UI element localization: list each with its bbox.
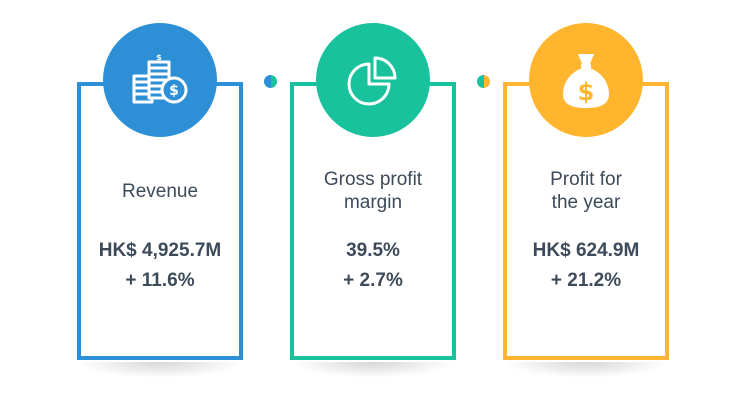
profit-icon-circle: $ (529, 23, 643, 137)
profit-label-line1: Profit for (550, 169, 622, 190)
gross-margin-card-shadow (290, 362, 456, 378)
revenue-icon-circle: $ $ (103, 23, 217, 137)
revenue-label-line1: Revenue (121, 181, 199, 202)
connector-dot-2 (477, 75, 490, 88)
profit-label-line2: the year (551, 192, 621, 213)
gross-margin-label: Gross profit margin (294, 168, 452, 214)
revenue-change: + 11.6% (125, 270, 195, 291)
revenue-label: Revenue (81, 180, 239, 203)
connector-dot-1 (264, 75, 277, 88)
svg-text:$: $ (578, 78, 595, 106)
coins-stack-icon: $ $ (132, 54, 188, 104)
gross-margin-label-line2: margin (343, 192, 403, 213)
gross-margin-icon-circle (316, 23, 430, 137)
money-bag-dollar-icon: $ (563, 54, 609, 108)
profit-change: + 21.2% (550, 270, 622, 291)
svg-text:$: $ (169, 83, 179, 99)
profit-value: HK$ 624.9M (532, 240, 640, 261)
gross-margin-label-line1: Gross profit (323, 169, 423, 190)
revenue-card-shadow (77, 362, 243, 378)
revenue-value: HK$ 4,925.7M (98, 240, 222, 261)
profit-label: Profit for the year (507, 168, 665, 214)
gross-margin-value: 39.5% (346, 240, 400, 261)
svg-text:$: $ (156, 54, 162, 62)
profit-card-shadow (503, 362, 669, 378)
gross-margin-change: + 2.7% (343, 270, 403, 291)
pie-chart-icon (347, 56, 397, 106)
